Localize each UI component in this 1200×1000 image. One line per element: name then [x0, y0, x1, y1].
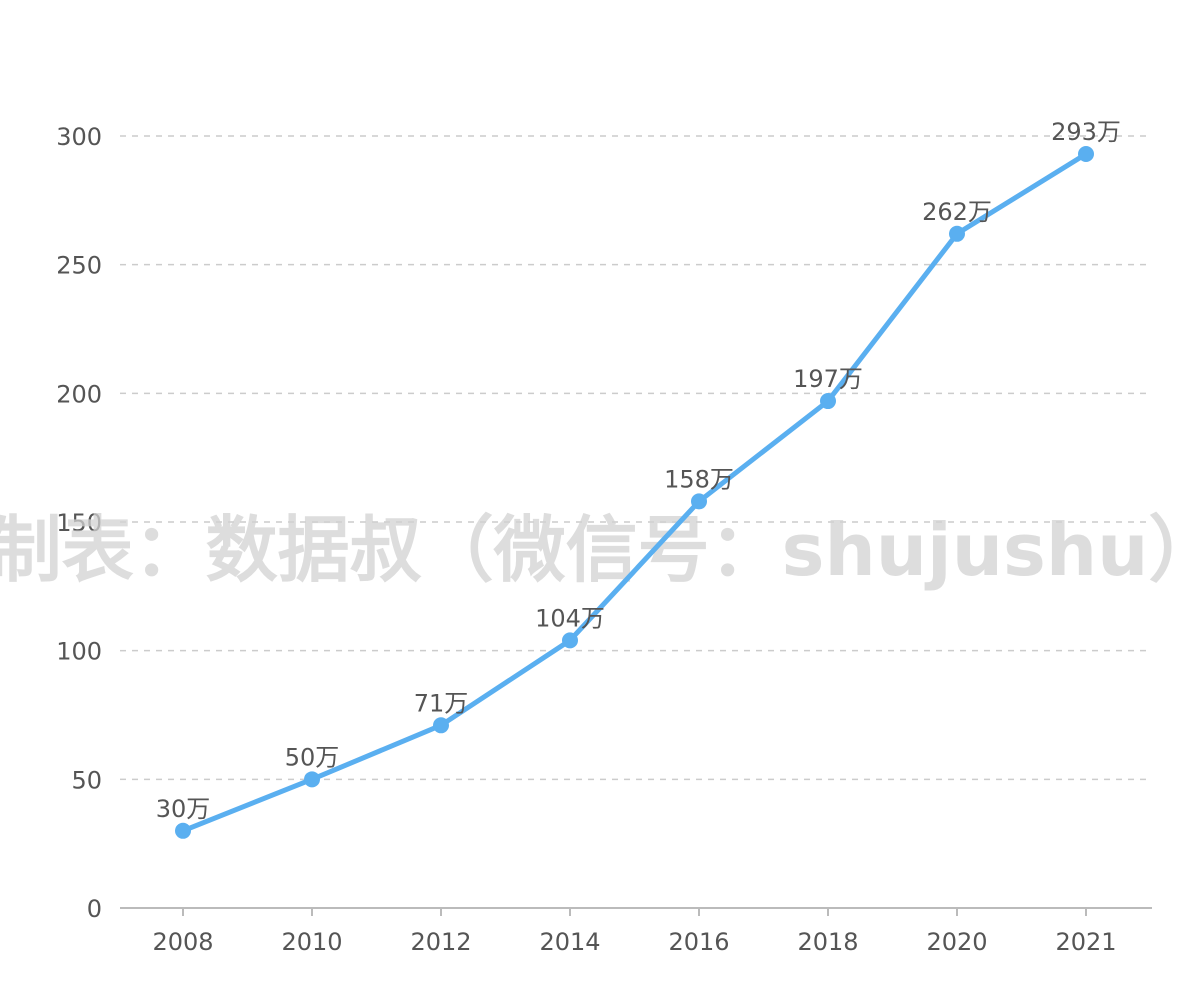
data-point — [433, 717, 449, 734]
x-tick-label: 2010 — [281, 928, 342, 956]
y-tick-label: 300 — [56, 123, 102, 151]
data-label: 158万 — [664, 465, 734, 493]
x-tick-label: 2014 — [539, 928, 600, 956]
data-label: 50万 — [285, 743, 340, 771]
y-tick-label: 150 — [56, 509, 102, 537]
x-tick-label: 2016 — [668, 928, 729, 956]
data-point — [304, 771, 320, 788]
data-point — [691, 493, 707, 510]
x-tick-label: 2008 — [152, 928, 213, 956]
x-tick-label: 2021 — [1055, 928, 1116, 956]
y-tick-label: 100 — [56, 638, 102, 666]
series-line-path — [180, 151, 1089, 834]
y-tick-label: 250 — [56, 252, 102, 280]
axes: 0 50 100 150 200 250 300 2008 2010 2012 2014 2016 20… — [56, 123, 1152, 956]
y-tick-label: 0 — [87, 895, 102, 923]
data-label: 30万 — [156, 795, 211, 823]
data-label: 104万 — [535, 604, 605, 632]
x-tick-label: 2020 — [926, 928, 987, 956]
watermark-layer: 制表：数据叔（微信号：shujushu） — [0, 508, 1200, 592]
data-point — [175, 822, 191, 839]
data-point — [562, 632, 578, 649]
data-point — [949, 225, 965, 242]
data-point — [1078, 146, 1094, 163]
watermark: 制表：数据叔（微信号：shujushu） — [0, 508, 1200, 592]
data-label: 293万 — [1051, 118, 1121, 146]
y-tick-label: 50 — [71, 766, 102, 794]
y-tick-label: 200 — [56, 380, 102, 408]
data-label: 262万 — [922, 198, 992, 226]
data-label: 197万 — [793, 365, 863, 393]
data-labels: 30万 50万 71万 104万 158万 197万 262万 293万 — [156, 118, 1121, 823]
data-point — [820, 393, 836, 410]
x-tick-label: 2018 — [797, 928, 858, 956]
data-label: 71万 — [414, 689, 469, 717]
x-tick-label: 2012 — [410, 928, 471, 956]
grid-lines — [120, 135, 1152, 781]
series-line — [175, 146, 1094, 839]
